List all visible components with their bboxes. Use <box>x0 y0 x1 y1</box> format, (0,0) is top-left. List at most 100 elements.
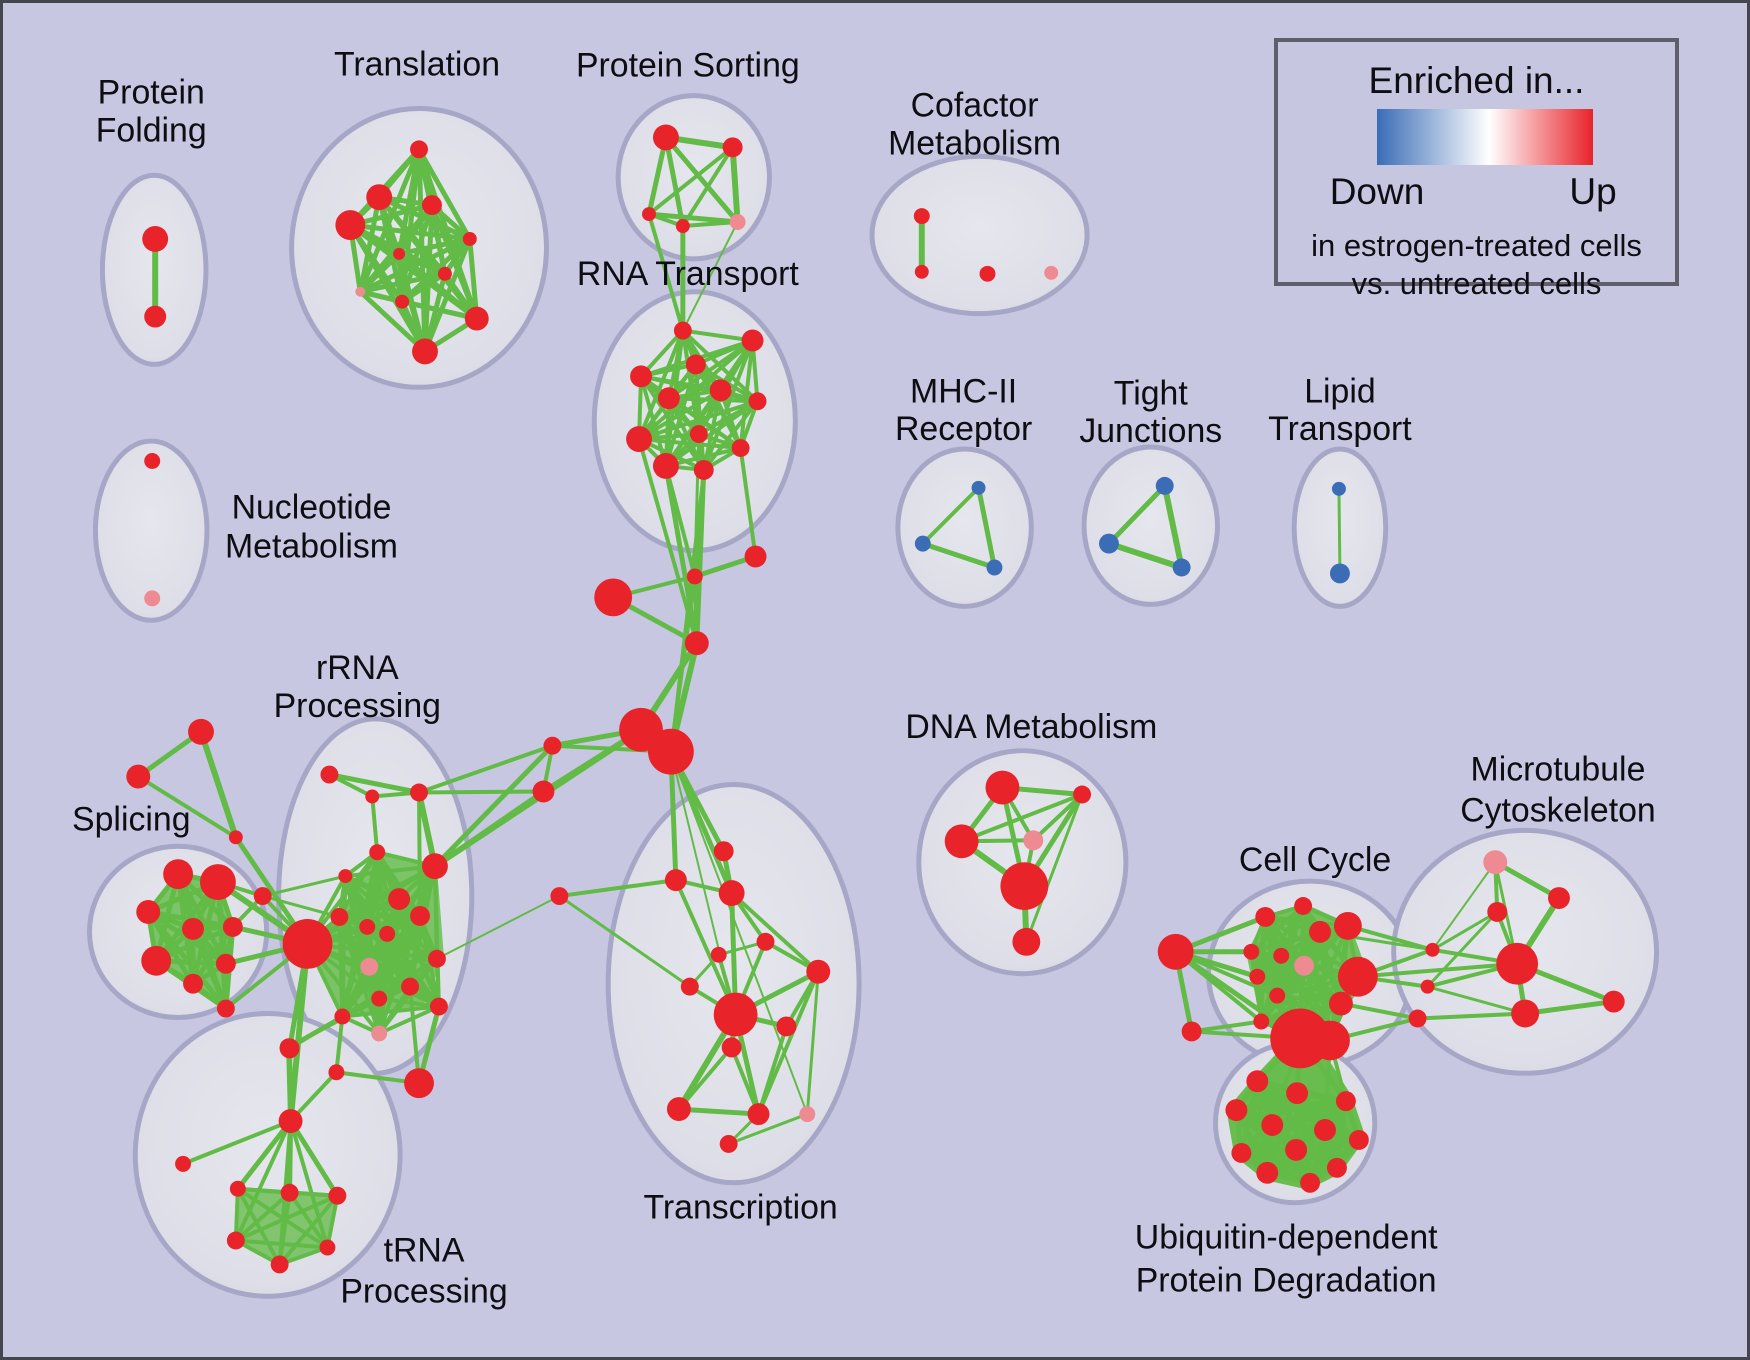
node-tn2[interactable] <box>229 1180 246 1197</box>
node-sp8[interactable] <box>215 953 236 974</box>
node-ms2[interactable] <box>1420 979 1435 994</box>
node-nm2[interactable] <box>144 590 161 607</box>
node-t3[interactable] <box>422 195 442 216</box>
node-sp10[interactable] <box>253 887 272 906</box>
node-ccl[interactable] <box>1157 933 1194 970</box>
node-ps2[interactable] <box>722 137 743 158</box>
node-rr1[interactable] <box>320 765 339 784</box>
node-cc1[interactable] <box>1255 906 1276 927</box>
node-cc5[interactable] <box>1243 943 1260 960</box>
node-ub2[interactable] <box>1286 1082 1309 1105</box>
node-rt11[interactable] <box>652 453 679 479</box>
node-tx2[interactable] <box>713 841 734 862</box>
node-cm3[interactable] <box>979 265 996 282</box>
node-rr12[interactable] <box>360 957 379 976</box>
node-mh3[interactable] <box>986 559 1003 576</box>
node-tx4[interactable] <box>756 932 775 951</box>
node-rt8[interactable] <box>626 426 652 453</box>
node-tx6[interactable] <box>806 959 831 984</box>
node-ub1[interactable] <box>1246 1070 1269 1093</box>
node-rr17[interactable] <box>334 1008 351 1025</box>
node-t10[interactable] <box>464 306 489 331</box>
node-mt3[interactable] <box>1511 999 1540 1028</box>
node-ct3[interactable] <box>594 578 633 617</box>
node-ub11[interactable] <box>1256 1161 1279 1184</box>
node-rr9[interactable] <box>359 918 376 935</box>
node-sp7[interactable] <box>183 973 203 994</box>
node-tn1[interactable] <box>175 1155 192 1172</box>
node-cm4[interactable] <box>1044 265 1059 280</box>
node-ps5[interactable] <box>729 214 746 230</box>
node-thub[interactable] <box>278 1109 303 1133</box>
node-cm2[interactable] <box>914 264 929 279</box>
node-cc11[interactable] <box>1253 1013 1270 1030</box>
node-rr6[interactable] <box>422 853 448 880</box>
node-chub2[interactable] <box>1310 1020 1350 1061</box>
node-nm1[interactable] <box>144 453 161 469</box>
node-ms1[interactable] <box>1425 942 1440 957</box>
node-tx13[interactable] <box>719 1134 738 1153</box>
node-tx7[interactable] <box>680 977 699 996</box>
node-rhub[interactable] <box>282 918 333 969</box>
node-rr2[interactable] <box>365 789 380 804</box>
node-cm1[interactable] <box>913 208 930 225</box>
node-t8[interactable] <box>355 286 366 297</box>
node-tn4[interactable] <box>328 1186 347 1205</box>
node-cc4[interactable] <box>1333 911 1362 940</box>
node-mt1[interactable] <box>1548 887 1570 909</box>
node-sp9[interactable] <box>216 999 235 1018</box>
node-dm3[interactable] <box>944 824 979 859</box>
node-rt7[interactable] <box>748 392 767 411</box>
node-sp4[interactable] <box>182 917 204 940</box>
node-rr16[interactable] <box>429 997 448 1016</box>
node-cc3[interactable] <box>1309 920 1331 943</box>
node-rt6[interactable] <box>709 379 732 402</box>
node-ub9[interactable] <box>1285 1138 1308 1161</box>
node-csm[interactable] <box>550 887 569 906</box>
node-cb2[interactable] <box>648 728 694 775</box>
node-cc12[interactable] <box>1328 991 1353 1016</box>
node-sb[interactable] <box>126 764 151 789</box>
node-rr15[interactable] <box>427 949 446 968</box>
node-tn0[interactable] <box>279 1038 298 1057</box>
node-t2[interactable] <box>366 184 393 211</box>
node-t5[interactable] <box>462 231 477 246</box>
node-sp2[interactable] <box>199 864 236 901</box>
node-cs2[interactable] <box>532 780 555 803</box>
node-rr18[interactable] <box>371 1025 388 1042</box>
node-rr14[interactable] <box>371 990 388 1007</box>
node-mt2[interactable] <box>1487 902 1508 922</box>
node-pf2[interactable] <box>144 305 167 328</box>
node-rr13[interactable] <box>401 977 420 996</box>
node-rr4[interactable] <box>369 844 386 861</box>
node-ps3[interactable] <box>642 207 656 222</box>
node-tx12[interactable] <box>799 1106 816 1123</box>
node-rr21[interactable] <box>404 1068 434 1099</box>
node-t6[interactable] <box>393 247 406 260</box>
node-txh[interactable] <box>713 992 758 1037</box>
node-ub4[interactable] <box>1225 1099 1248 1122</box>
node-t7[interactable] <box>437 266 452 281</box>
node-rr20[interactable] <box>328 1064 345 1081</box>
node-cc6[interactable] <box>1273 947 1290 964</box>
node-t9[interactable] <box>395 294 410 309</box>
node-mhb[interactable] <box>1496 942 1539 985</box>
node-cc9[interactable] <box>1249 968 1266 985</box>
node-ub12[interactable] <box>1300 1172 1321 1193</box>
node-ms3[interactable] <box>1408 1009 1427 1028</box>
node-rt2[interactable] <box>741 329 764 352</box>
node-tx8[interactable] <box>776 1016 797 1037</box>
node-rt5[interactable] <box>657 387 680 410</box>
node-rt9[interactable] <box>689 425 708 444</box>
node-tj3[interactable] <box>1172 558 1191 577</box>
node-sa[interactable] <box>188 718 214 745</box>
node-ct1[interactable] <box>686 568 703 585</box>
node-pf1[interactable] <box>142 226 169 252</box>
node-t1[interactable] <box>410 140 428 159</box>
node-cc7[interactable] <box>1294 955 1315 976</box>
node-tx9[interactable] <box>721 1037 742 1058</box>
node-tj2[interactable] <box>1099 533 1119 554</box>
node-ub7[interactable] <box>1348 1130 1369 1150</box>
node-rt4[interactable] <box>630 365 652 388</box>
node-cc10[interactable] <box>1269 987 1286 1004</box>
